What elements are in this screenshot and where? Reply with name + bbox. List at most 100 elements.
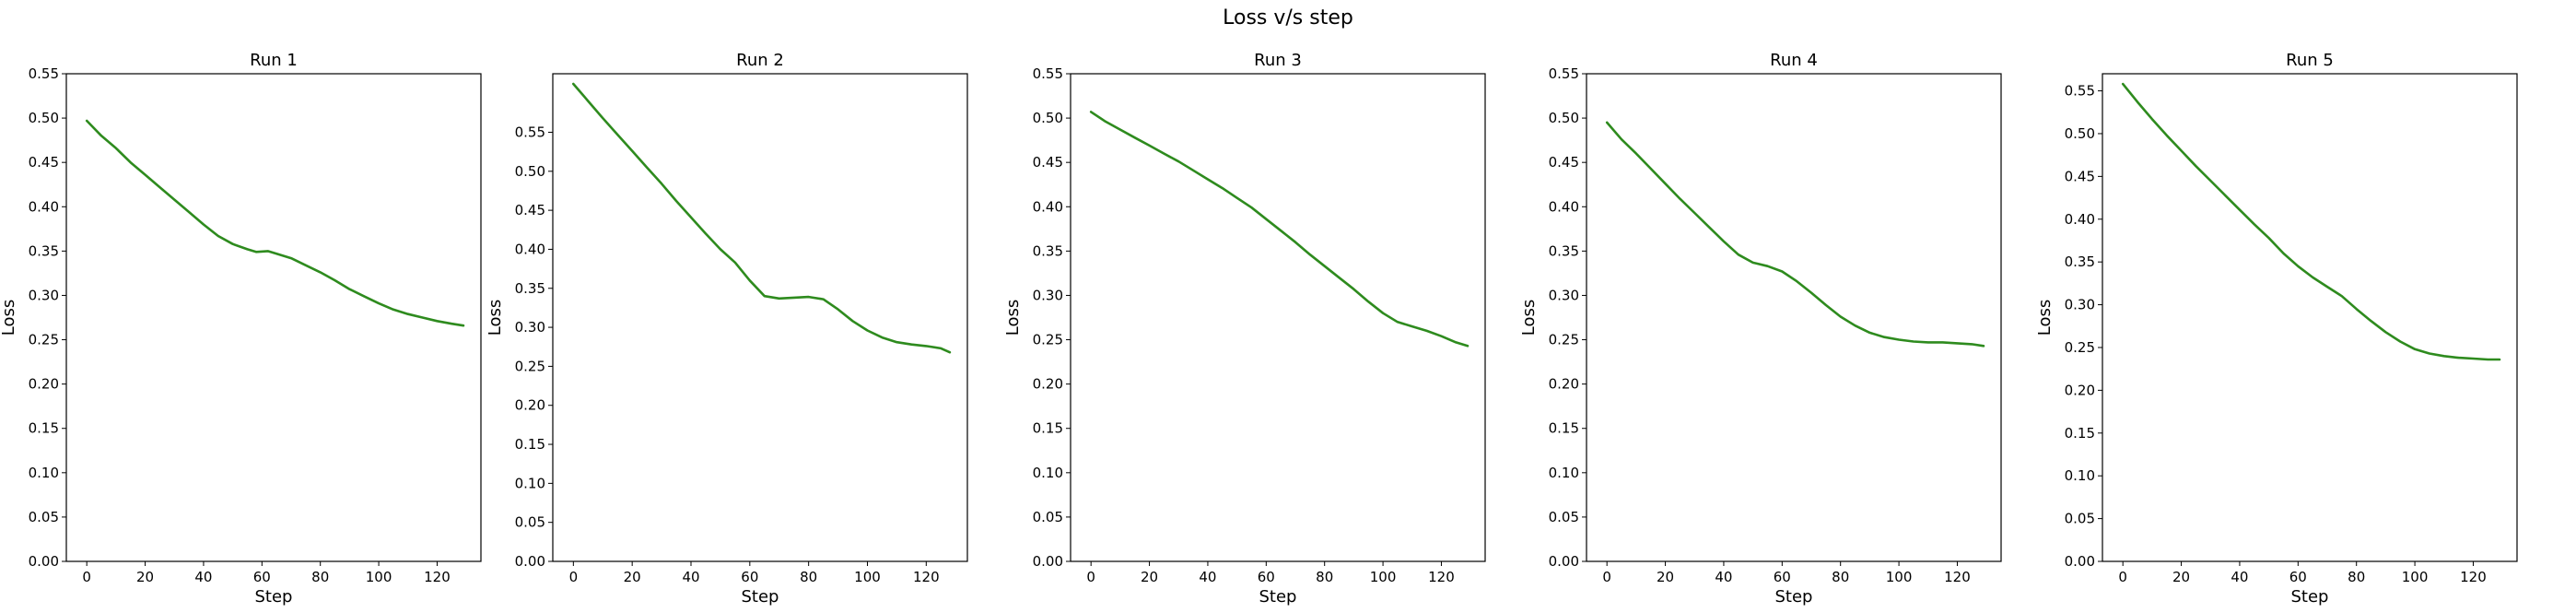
y-tick-label: 0.55 <box>515 124 545 140</box>
x-tick-label: 120 <box>1428 569 1455 585</box>
x-tick-label: 80 <box>2348 569 2365 585</box>
x-tick-label: 20 <box>624 569 641 585</box>
y-tick-label: 0.30 <box>1033 287 1063 303</box>
y-tick-label: 0.50 <box>1549 110 1579 126</box>
y-tick-label: 0.40 <box>1033 198 1063 215</box>
y-tick-label: 0.05 <box>1033 509 1063 525</box>
y-tick-label: 0.30 <box>1549 287 1579 303</box>
y-tick-label: 0.25 <box>1549 332 1579 348</box>
x-tick-label: 40 <box>1715 569 1732 585</box>
y-tick-label: 0.15 <box>2065 425 2095 442</box>
y-tick-label: 0.20 <box>1549 376 1579 393</box>
y-tick-label: 0.30 <box>515 319 545 336</box>
x-tick-label: 0 <box>1086 569 1095 585</box>
x-tick-label: 120 <box>913 569 940 585</box>
subplot-run-3: Run 3 0 20 40 60 80 100 120 0.00 0.05 0.10 0.15 0.20… <box>1003 51 1486 607</box>
x-tick-label: 40 <box>1199 569 1216 585</box>
y-tick-label: 0.00 <box>2065 553 2095 570</box>
y-tick-label: 0.05 <box>2065 511 2095 527</box>
x-axis-label: Step <box>2291 587 2329 607</box>
y-tick-label: 0.10 <box>2065 467 2095 484</box>
y-tick-label: 0.15 <box>1033 420 1063 437</box>
loss-line <box>85 119 465 327</box>
y-tick-label: 0.50 <box>2065 125 2095 142</box>
y-axis-label: Loss <box>1003 300 1023 336</box>
y-tick-label: 0.10 <box>515 475 545 491</box>
y-tick-label: 0.35 <box>1033 242 1063 259</box>
y-tick-label: 0.55 <box>1033 65 1063 82</box>
subplot-title: Run 1 <box>250 51 298 70</box>
y-tick-label: 0.15 <box>1549 420 1579 437</box>
y-tick-label: 0.25 <box>1033 332 1063 348</box>
plot-frame <box>552 73 968 562</box>
y-tick-label: 0.35 <box>2065 253 2095 270</box>
y-tick-label: 0.00 <box>515 553 545 570</box>
y-tick-label: 0.45 <box>515 202 545 218</box>
y-tick-label: 0.40 <box>515 241 545 257</box>
x-tick-label: 0 <box>1602 569 1611 585</box>
y-tick-label: 0.55 <box>2065 83 2095 100</box>
subplot-title: Run 5 <box>2286 51 2334 70</box>
x-tick-label: 20 <box>1657 569 1674 585</box>
x-tick-label: 100 <box>1886 569 1913 585</box>
plot-frame <box>1070 73 1486 562</box>
loss-line <box>1605 121 1985 348</box>
x-tick-label: 0 <box>2118 569 2127 585</box>
y-tick-label: 0.55 <box>1549 65 1579 82</box>
y-tick-label: 0.05 <box>515 514 545 531</box>
y-tick-label: 0.10 <box>1549 465 1579 481</box>
x-tick-label: 80 <box>800 569 817 585</box>
subplot-title: Run 3 <box>1254 51 1302 70</box>
x-tick-label: 60 <box>741 569 758 585</box>
y-tick-label: 0.30 <box>29 287 59 303</box>
y-tick-label: 0.20 <box>1033 376 1063 393</box>
x-axis-label: Step <box>742 587 779 607</box>
x-tick-label: 60 <box>1258 569 1275 585</box>
subplot-run-1: Run 1 0 20 40 60 80 100 120 0.00 0.05 0.10 0.15 0.20… <box>0 51 482 607</box>
x-tick-label: 40 <box>2231 569 2248 585</box>
x-axis-label: Step <box>255 587 293 607</box>
y-tick-label: 0.20 <box>29 376 59 393</box>
y-axis-label: Loss <box>486 300 505 336</box>
y-tick-label: 0.20 <box>515 397 545 414</box>
y-axis-label: Loss <box>2035 300 2055 336</box>
x-tick-label: 120 <box>2460 569 2487 585</box>
x-tick-label: 100 <box>366 569 392 585</box>
figure-title: Loss v/s step <box>1223 6 1353 29</box>
x-tick-label: 80 <box>1832 569 1849 585</box>
x-tick-label: 120 <box>424 569 451 585</box>
y-tick-label: 0.25 <box>2065 339 2095 356</box>
x-tick-label: 80 <box>311 569 329 585</box>
plot-frame <box>65 73 482 562</box>
y-tick-label: 0.05 <box>1549 509 1579 525</box>
x-tick-label: 120 <box>1944 569 1971 585</box>
y-tick-label: 0.10 <box>29 465 59 481</box>
y-tick-label: 0.45 <box>29 154 59 171</box>
loss-line <box>1089 111 1469 348</box>
y-tick-label: 0.55 <box>29 65 59 82</box>
x-tick-label: 0 <box>569 569 579 585</box>
x-axis-label: Step <box>1259 587 1297 607</box>
subplot-run-5: Run 5 0 20 40 60 80 100 120 0.00 0.05 0.10 0.15 0.20… <box>2035 51 2518 607</box>
x-axis-label: Step <box>1775 587 1813 607</box>
y-tick-label: 0.15 <box>515 436 545 453</box>
y-axis-label: Loss <box>0 300 18 336</box>
y-axis-label: Loss <box>1519 300 1539 336</box>
x-tick-label: 60 <box>2289 569 2307 585</box>
x-tick-label: 80 <box>1316 569 1333 585</box>
y-tick-label: 0.25 <box>515 358 545 374</box>
loss-line <box>571 82 952 354</box>
loss-line <box>2121 82 2501 361</box>
y-tick-label: 0.50 <box>1033 110 1063 126</box>
y-tick-label: 0.35 <box>29 242 59 259</box>
x-tick-label: 40 <box>682 569 699 585</box>
subplot-run-4: Run 4 0 20 40 60 80 100 120 0.00 0.05 0.10 0.15 0.20… <box>1519 51 2002 607</box>
x-tick-label: 20 <box>136 569 154 585</box>
x-tick-label: 0 <box>82 569 91 585</box>
x-tick-label: 60 <box>253 569 271 585</box>
x-tick-label: 100 <box>854 569 881 585</box>
subplot-title: Run 2 <box>736 51 784 70</box>
y-tick-label: 0.00 <box>1033 553 1063 570</box>
y-tick-label: 0.15 <box>29 420 59 437</box>
